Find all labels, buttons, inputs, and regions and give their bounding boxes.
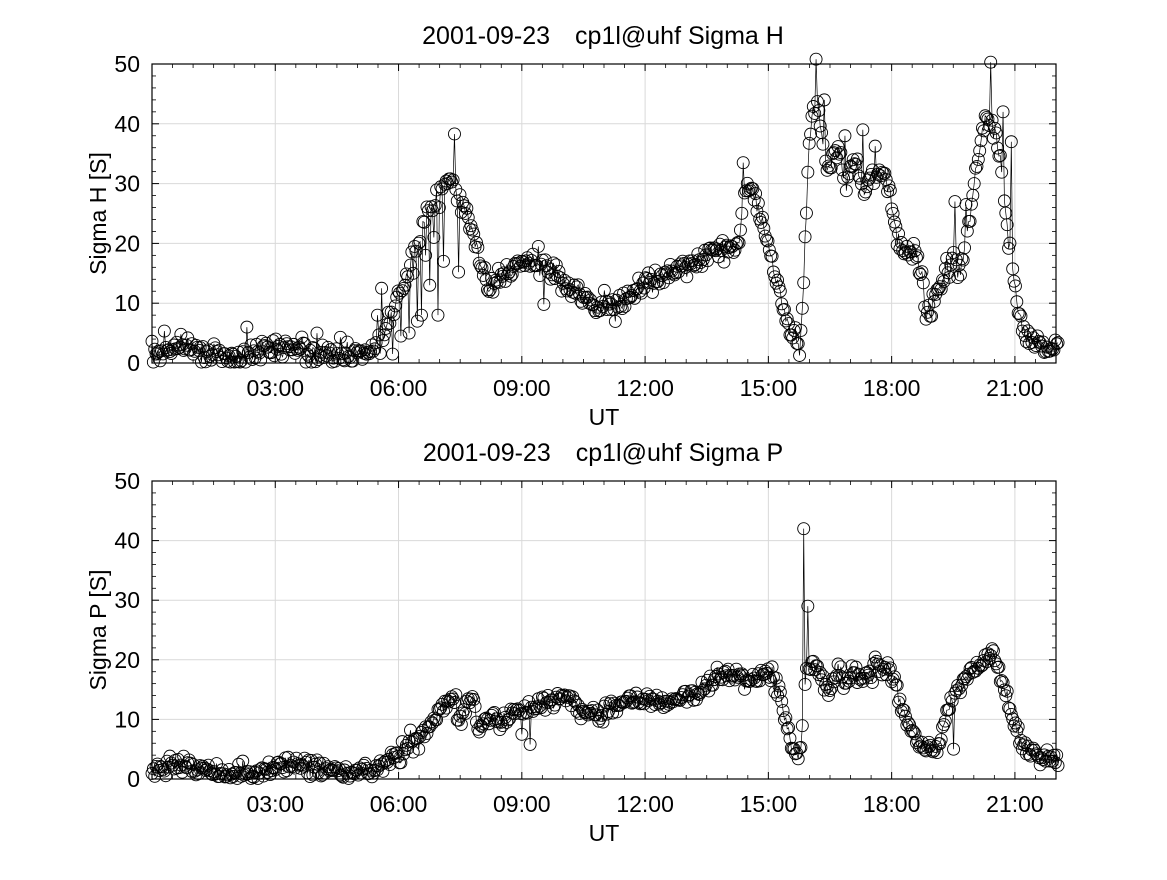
svg-text:Sigma H [S]: Sigma H [S] <box>85 152 111 275</box>
svg-text:10: 10 <box>114 290 140 316</box>
svg-text:12:00: 12:00 <box>616 791 674 817</box>
svg-text:30: 30 <box>114 171 140 197</box>
svg-text:09:00: 09:00 <box>493 791 551 817</box>
svg-text:Sigma P [S]: Sigma P [S] <box>85 569 111 690</box>
svg-text:0: 0 <box>127 350 140 376</box>
svg-text:2001-09-23 cp1l@uhf Sigma P: 2001-09-23 cp1l@uhf Sigma P <box>423 439 783 467</box>
svg-text:2001-09-23 cp1l@uhf Sigma H: 2001-09-23 cp1l@uhf Sigma H <box>422 22 784 50</box>
svg-text:21:00: 21:00 <box>986 375 1044 401</box>
svg-text:06:00: 06:00 <box>370 791 428 817</box>
svg-text:03:00: 03:00 <box>247 375 305 401</box>
svg-text:15:00: 15:00 <box>740 791 798 817</box>
svg-text:09:00: 09:00 <box>493 375 551 401</box>
svg-text:18:00: 18:00 <box>863 791 921 817</box>
svg-text:20: 20 <box>114 230 140 256</box>
svg-text:40: 40 <box>114 528 140 554</box>
svg-text:15:00: 15:00 <box>740 375 798 401</box>
svg-text:0: 0 <box>127 766 140 792</box>
svg-text:30: 30 <box>114 587 140 613</box>
svg-text:06:00: 06:00 <box>370 375 428 401</box>
svg-text:40: 40 <box>114 111 140 137</box>
svg-text:10: 10 <box>114 706 140 732</box>
svg-text:UT: UT <box>589 820 620 846</box>
svg-text:21:00: 21:00 <box>986 791 1044 817</box>
svg-text:20: 20 <box>114 647 140 673</box>
svg-text:18:00: 18:00 <box>863 375 921 401</box>
svg-text:UT: UT <box>589 404 620 430</box>
svg-text:12:00: 12:00 <box>616 375 674 401</box>
svg-text:50: 50 <box>114 51 140 77</box>
svg-text:03:00: 03:00 <box>247 791 305 817</box>
svg-text:50: 50 <box>114 468 140 494</box>
